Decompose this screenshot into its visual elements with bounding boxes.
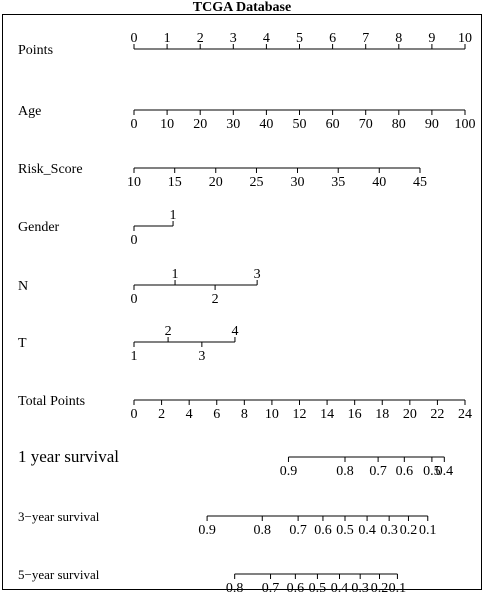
tick-label: 2	[158, 407, 165, 422]
tick-label: 6	[213, 407, 220, 422]
row-label: Age	[18, 104, 41, 119]
tick-label: 5	[296, 31, 303, 46]
tick-label: 4	[231, 324, 238, 339]
tick-label: 25	[249, 175, 263, 190]
tick-label: 20	[193, 117, 207, 132]
row-label: Points	[18, 43, 53, 58]
tick-label: 7	[362, 31, 369, 46]
tick-label: 0.7	[262, 581, 280, 592]
tick-label: 1	[164, 31, 171, 46]
tick-label: 8	[241, 407, 248, 422]
tick-label: 45	[413, 175, 427, 190]
tick-label: 0	[131, 292, 138, 307]
row-label: 3−year survival	[18, 509, 100, 524]
frame	[2, 14, 482, 590]
row-label: Total Points	[18, 394, 85, 409]
tick-label: 0.4	[436, 464, 454, 479]
tick-label: 40	[259, 117, 273, 132]
row-label: T	[18, 336, 27, 351]
tick-label: 10	[127, 175, 141, 190]
tick-label: 3	[230, 31, 237, 46]
tick-label: 0.5	[423, 464, 441, 479]
tick-label: 0	[131, 31, 138, 46]
tick-label: 0.4	[358, 523, 376, 538]
tick-label: 1	[170, 208, 177, 223]
tick-label: 0	[131, 233, 138, 248]
tick-label: 8	[395, 31, 402, 46]
tick-label: 10	[458, 31, 472, 46]
tick-label: 30	[291, 175, 305, 190]
tick-label: 6	[329, 31, 336, 46]
chart-title: TCGA Database	[193, 0, 291, 15]
tick-label: 10	[160, 117, 174, 132]
tick-label: 0.6	[287, 581, 305, 592]
tick-label: 0.1	[389, 581, 407, 592]
tick-label: 2	[212, 292, 219, 307]
tick-label: 60	[326, 117, 340, 132]
tick-label: 0.5	[336, 523, 354, 538]
tick-label: 24	[458, 407, 472, 422]
tick-label: 18	[375, 407, 389, 422]
tick-label: 20	[403, 407, 417, 422]
tick-label: 0.2	[400, 523, 418, 538]
tick-label: 50	[293, 117, 307, 132]
row-label: Gender	[18, 220, 60, 235]
tick-label: 1	[131, 349, 138, 364]
tick-label: 12	[293, 407, 307, 422]
tick-label: 0.3	[351, 581, 369, 592]
tick-label: 0.1	[419, 523, 437, 538]
tick-label: 9	[428, 31, 435, 46]
tick-label: 0	[131, 117, 138, 132]
row-label: N	[18, 279, 28, 294]
tick-label: 2	[197, 31, 204, 46]
tick-label: 4	[263, 31, 270, 46]
tick-label: 90	[425, 117, 439, 132]
tick-label: 0.3	[380, 523, 398, 538]
tick-label: 4	[186, 407, 193, 422]
row-label: Risk_Score	[18, 162, 83, 177]
tick-label: 3	[198, 349, 205, 364]
tick-label: 0.8	[336, 464, 354, 479]
tick-label: 0.6	[396, 464, 414, 479]
row-label: 1 year survival	[18, 447, 119, 466]
tick-label: 40	[372, 175, 386, 190]
tick-label: 15	[168, 175, 182, 190]
tick-label: 10	[265, 407, 279, 422]
tick-label: 2	[165, 324, 172, 339]
tick-label: 0.9	[198, 523, 216, 538]
tick-label: 3	[254, 267, 261, 282]
tick-label: 0	[131, 407, 138, 422]
tick-label: 0.4	[331, 581, 349, 592]
tick-label: 35	[331, 175, 345, 190]
tick-label: 22	[430, 407, 444, 422]
tick-label: 80	[392, 117, 406, 132]
tick-label: 0.2	[371, 581, 389, 592]
tick-label: 70	[359, 117, 373, 132]
tick-label: 100	[455, 117, 476, 132]
tick-label: 1	[172, 267, 179, 282]
tick-label: 0.5	[309, 581, 327, 592]
row-label: 5−year survival	[18, 567, 100, 582]
tick-label: 0.8	[226, 581, 244, 592]
tick-label: 0.8	[254, 523, 272, 538]
tick-label: 0.7	[289, 523, 307, 538]
tick-label: 14	[320, 407, 334, 422]
tick-label: 0.7	[369, 464, 387, 479]
tick-label: 0.6	[314, 523, 332, 538]
tick-label: 20	[209, 175, 223, 190]
tick-label: 16	[348, 407, 362, 422]
tick-label: 30	[226, 117, 240, 132]
tick-label: 0.9	[280, 464, 298, 479]
